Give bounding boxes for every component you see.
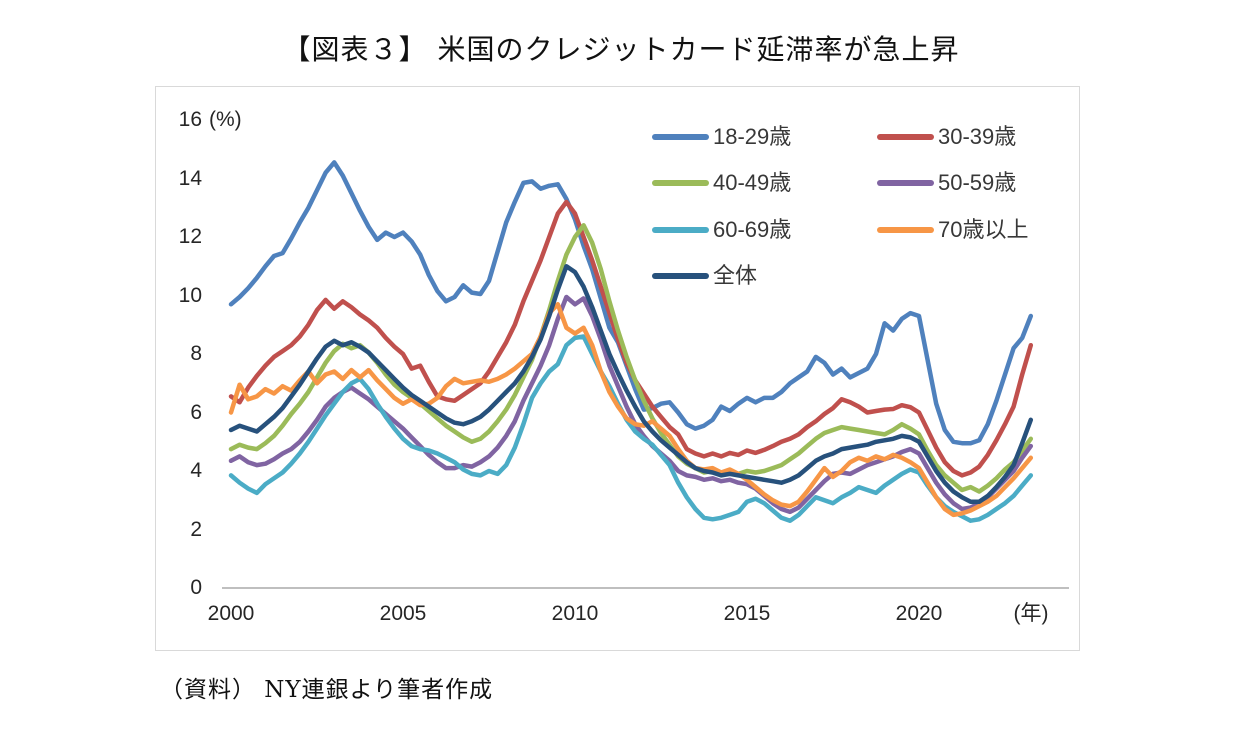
x-tick-label-2000: 2000 (207, 602, 255, 625)
series-line-全体 (228, 264, 1034, 504)
legend-swatch-40-49歳 (652, 180, 709, 187)
series-line-30-39歳 (228, 199, 1034, 478)
chart-title: 【図表３】 米国のクレジットカード延滞率が急上昇 (282, 33, 960, 66)
y-axis-unit-label: (%) (209, 108, 242, 131)
legend-swatch-全体 (652, 272, 709, 279)
series-line-18-29歳 (228, 160, 1034, 446)
x-tick-label-2020: 2020 (895, 602, 943, 625)
x-tick-label-2005: 2005 (379, 602, 427, 625)
x-tick-label-2015: 2015 (723, 602, 771, 625)
y-tick-label-8: 8 (190, 342, 202, 365)
legend-swatch-18-29歳 (652, 134, 709, 140)
legend-label-全体: 全体 (713, 262, 758, 288)
legend-label-30-39歳: 30-39歳 (938, 124, 1017, 149)
y-tick-label-16: 16 (178, 108, 202, 131)
source-note: （資料） NY連銀より筆者作成 (160, 677, 494, 703)
y-tick-label-2: 2 (190, 517, 202, 541)
legend-swatch-50-59歳 (877, 180, 934, 187)
y-tick-label-6: 6 (190, 400, 202, 424)
x-tick-label-2010: 2010 (551, 602, 599, 625)
legend-label-70歳以上: 70歳以上 (938, 216, 1029, 242)
y-tick-label-10: 10 (178, 283, 202, 307)
legend-swatch-70歳以上 (877, 226, 934, 233)
y-tick-label-14: 14 (178, 166, 202, 190)
legend-swatch-60-69歳 (652, 226, 709, 233)
legend-label-60-69歳: 60-69歳 (713, 216, 792, 242)
y-tick-label-4: 4 (190, 459, 202, 482)
series-line-60-69歳 (228, 334, 1034, 523)
legend-label-18-29歳: 18-29歳 (713, 124, 792, 149)
series-line-50-59歳 (228, 294, 1034, 515)
x-axis-year-label: (年) (1013, 602, 1049, 625)
legend-label-50-59歳: 50-59歳 (938, 170, 1017, 196)
legend-label-40-49歳: 40-49歳 (713, 170, 792, 196)
series-line-70歳以上 (228, 302, 1034, 518)
y-tick-label-0: 0 (190, 576, 202, 599)
legend-swatch-30-39歳 (877, 134, 934, 140)
y-tick-label-12: 12 (178, 225, 202, 248)
